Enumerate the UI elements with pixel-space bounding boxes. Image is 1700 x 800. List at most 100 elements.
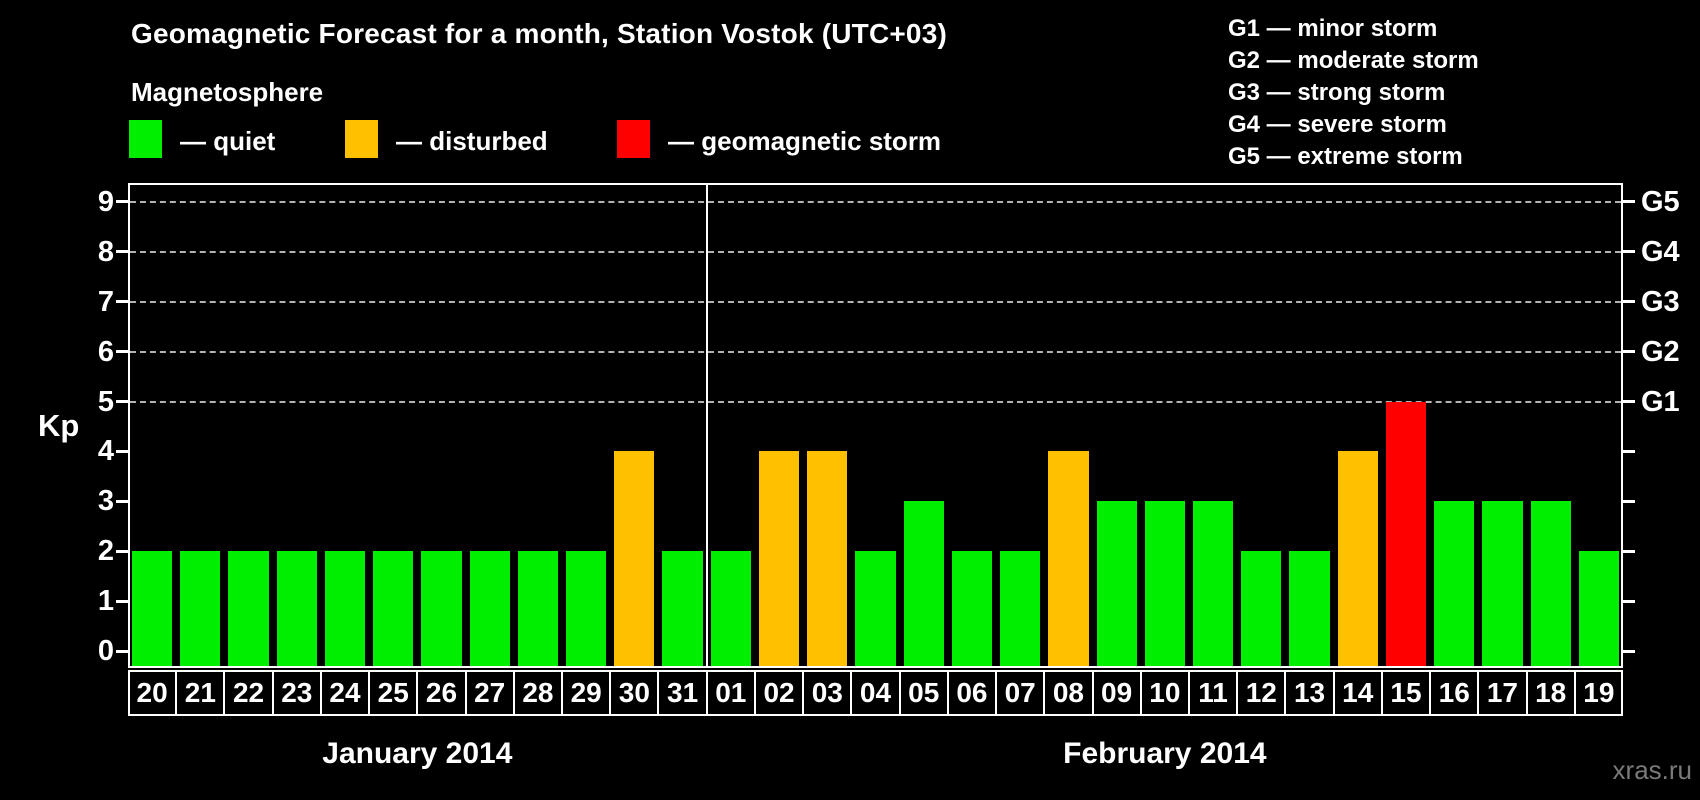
right-axis-tick [1623,599,1635,603]
g-scale-label-g5: G5 [1641,185,1680,218]
day-label: 17 [1486,677,1518,708]
y-axis-tick-label: 0 [97,635,114,667]
gridline-kp9 [130,200,1621,203]
gridline-kp8 [130,250,1621,253]
day-label-separator [416,672,419,714]
gridline-kp5 [130,400,1621,403]
day-label: 29 [570,677,602,708]
g5-legend-line: G5 — extreme storm [1228,143,1463,170]
day-label-separator [1332,672,1335,714]
day-label: 01 [715,677,747,708]
day-label: 13 [1293,677,1326,708]
y-axis-tick-label: 1 [97,585,114,618]
magnetosphere-legend-heading: Magnetosphere [131,77,324,107]
kp-bar-day-30 [614,451,655,666]
day-label-box [128,670,1623,716]
kp-bar-day-24 [324,551,366,666]
day-label: 12 [1245,677,1277,708]
gridline-kp6 [130,350,1621,353]
day-label: 16 [1438,677,1470,708]
day-label-separator [319,672,322,714]
kp-bar-day-03 [807,451,848,666]
y-axis-tick-label: 5 [97,385,114,418]
g-scale-legend: G1 — minor storm G2 — moderate storm G3 … [1228,13,1479,173]
y-axis-tick [116,250,128,254]
y-axis-tick-label: 7 [97,285,114,318]
g-scale-label-g2: G2 [1641,335,1680,368]
y-axis-tick [116,549,128,553]
y-axis-tick [116,649,128,653]
kp-bar-day-05 [903,501,944,666]
g2-legend-line: G2 — moderate storm [1228,47,1479,74]
day-label-separator [223,672,226,714]
right-axis-tick [1623,549,1635,553]
day-label: 24 [329,677,361,708]
day-label-separator [609,672,612,714]
day-label-separator [995,672,998,714]
day-label-separator [368,672,371,714]
kp-bar-day-07 [1000,551,1041,666]
day-label-separator [898,672,901,714]
day-label-separator [1525,672,1528,714]
y-axis-tick-label: 4 [97,435,114,468]
day-label: 05 [908,677,940,708]
day-label: 28 [522,677,554,708]
y-axis-title: Kp [38,408,80,443]
chart-title: Geomagnetic Forecast for a month, Statio… [131,18,948,49]
day-label-separator [1573,672,1576,714]
day-label-separator [561,672,564,714]
right-axis-tick [1623,200,1635,204]
day-label: 21 [184,677,216,708]
day-label: 27 [474,677,506,708]
kp-bar-day-21 [180,551,221,666]
kp-bar-day-09 [1096,501,1137,666]
month-label-1: February 2014 [1063,737,1267,770]
kp-bar-day-04 [855,551,896,666]
day-label-separator [753,672,756,714]
day-label: 18 [1535,677,1567,708]
day-label-separator [1284,672,1287,714]
day-label-separator [1043,672,1046,714]
day-label: 02 [763,677,795,708]
day-label: 08 [1052,677,1084,708]
day-label-separator [271,672,274,714]
kp-bar-day-26 [421,551,462,666]
day-label-separator [946,672,949,714]
day-label: 25 [377,677,409,708]
kp-bar-day-25 [373,551,414,666]
right-axis-tick [1623,350,1635,354]
day-label: 31 [667,677,699,708]
kp-bar-day-08 [1048,451,1089,666]
y-axis-tick [116,449,128,453]
kp-bar-day-11 [1192,501,1234,666]
quiet-legend-label: — quiet [180,126,276,156]
month-label-0: January 2014 [322,737,513,770]
right-axis-tick [1623,300,1635,304]
kp-bar-day-29 [566,551,607,666]
y-axis-tick [116,499,128,503]
kp-bar-day-14 [1337,451,1378,666]
disturbed-color-swatch [345,120,378,158]
day-label: 15 [1390,677,1422,708]
day-label-separator [1236,672,1239,714]
day-label: 26 [425,677,458,708]
g3-legend-line: G3 — strong storm [1228,79,1446,106]
day-label-separator [705,672,708,714]
y-axis-tick [116,400,128,403]
gridline-kp7 [130,300,1621,303]
day-label: 07 [1004,677,1036,708]
g-scale-label-g1: G1 [1641,385,1680,418]
right-axis-tick [1623,499,1635,503]
day-label-separator [464,672,467,714]
y-axis-tick-label: 6 [97,335,114,368]
disturbed-legend-label: — disturbed [396,126,548,156]
day-label: 09 [1101,677,1133,708]
day-label: 23 [281,677,313,708]
g1-legend-line: G1 — minor storm [1228,15,1438,42]
kp-bar-day-19 [1578,551,1619,666]
day-label-separator [1091,672,1094,714]
kp-bar-day-01 [710,551,751,666]
day-label-separator [1380,672,1383,714]
day-label: 14 [1342,677,1374,708]
kp-bar-day-06 [951,551,993,666]
